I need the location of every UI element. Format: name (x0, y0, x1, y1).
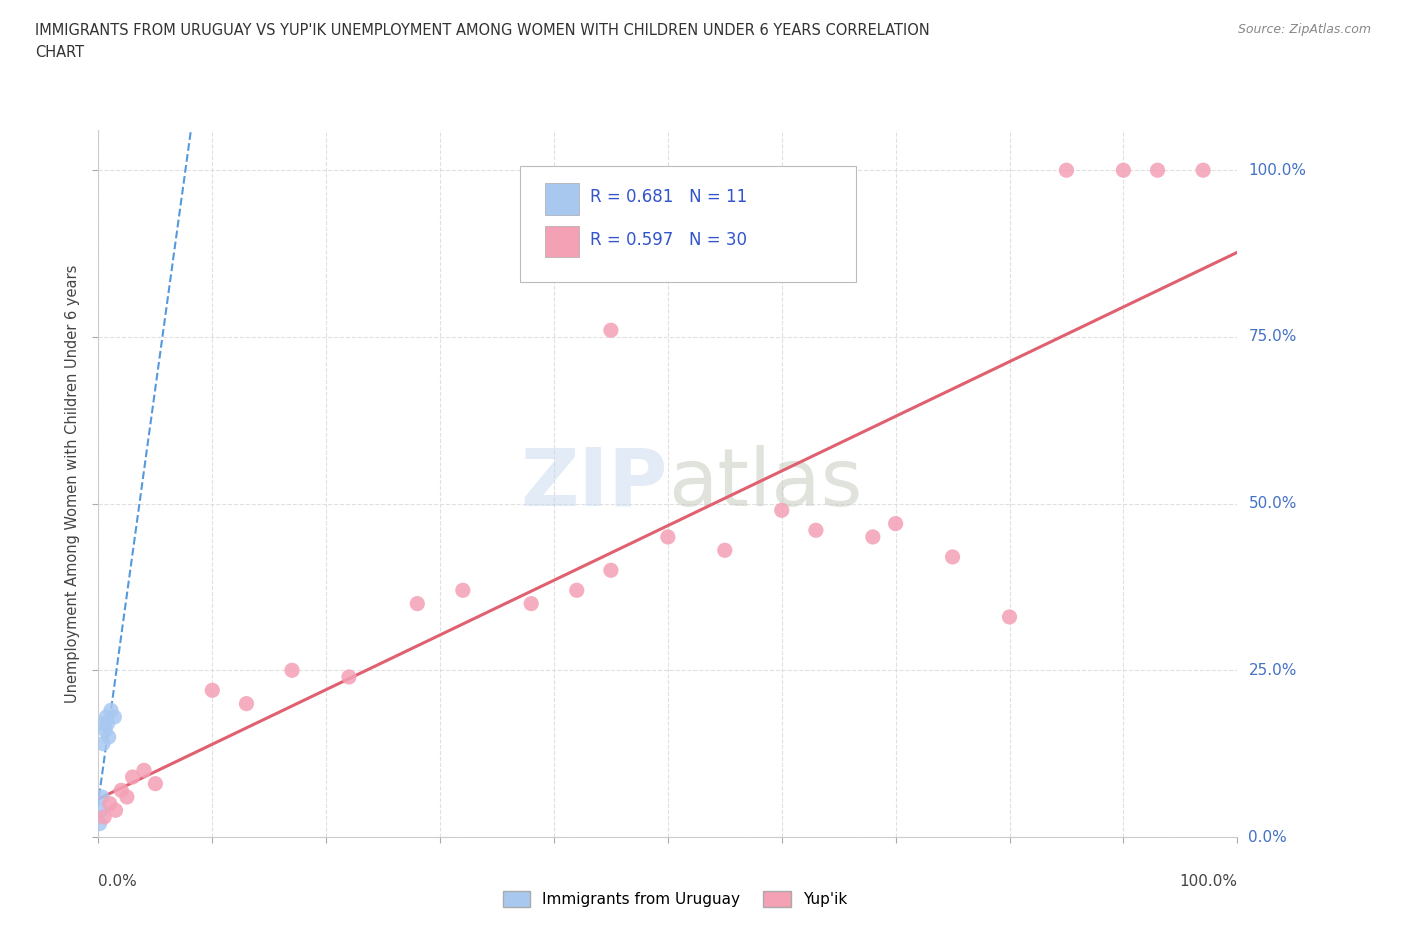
Point (714, 543, 737, 558)
Point (100, 703, 122, 718)
Point (93, 716, 115, 731)
Point (90, 790, 112, 804)
Point (145, 777, 167, 791)
Point (770, 503, 793, 518)
Text: ZIP: ZIP (520, 445, 668, 523)
Text: 100.0%: 100.0% (1180, 873, 1237, 889)
Point (1054, 163, 1078, 178)
Point (121, 769, 143, 784)
Point (94, 723, 117, 737)
Point (451, 583, 474, 598)
Point (884, 516, 907, 531)
Text: CHART: CHART (35, 45, 84, 60)
Point (103, 710, 125, 724)
Text: 0.0%: 0.0% (98, 873, 138, 889)
Point (520, 596, 543, 611)
Legend: Immigrants from Uruguay, Yup'ik: Immigrants from Uruguay, Yup'ik (496, 884, 853, 913)
Point (96, 716, 118, 731)
Point (942, 550, 965, 565)
Point (98, 796, 121, 811)
Point (89, 817, 111, 831)
Point (91, 737, 114, 751)
Point (565, 583, 588, 598)
Text: 100.0%: 100.0% (1249, 163, 1306, 178)
Point (115, 790, 138, 804)
Bar (546, 226, 579, 258)
Point (998, 609, 1021, 624)
Text: atlas: atlas (668, 445, 862, 523)
Point (600, 323, 623, 338)
Point (90, 803, 112, 817)
Text: 0.0%: 0.0% (1249, 830, 1286, 844)
Point (862, 529, 884, 544)
Text: R = 0.597   N = 30: R = 0.597 N = 30 (591, 231, 748, 248)
Point (104, 803, 127, 817)
Point (657, 529, 679, 544)
Point (337, 670, 360, 684)
Point (804, 523, 827, 538)
Bar (546, 183, 579, 215)
FancyBboxPatch shape (520, 166, 856, 282)
Text: IMMIGRANTS FROM URUGUAY VS YUP'IK UNEMPLOYMENT AMONG WOMEN WITH CHILDREN UNDER 6: IMMIGRANTS FROM URUGUAY VS YUP'IK UNEMPL… (35, 23, 929, 38)
Text: 75.0%: 75.0% (1249, 329, 1296, 344)
Point (93, 809, 115, 824)
Point (96, 710, 118, 724)
Text: 50.0%: 50.0% (1249, 496, 1296, 512)
Point (406, 596, 429, 611)
Point (1192, 163, 1215, 178)
Point (110, 783, 132, 798)
Text: 25.0%: 25.0% (1249, 663, 1296, 678)
Point (281, 663, 304, 678)
Point (600, 563, 623, 578)
Y-axis label: Unemployment Among Women with Children Under 6 years: Unemployment Among Women with Children U… (65, 264, 80, 703)
Text: R = 0.681   N = 11: R = 0.681 N = 11 (591, 189, 748, 206)
Point (201, 683, 224, 698)
Point (132, 763, 155, 777)
Point (97, 729, 120, 744)
Point (235, 697, 257, 711)
Point (1112, 163, 1135, 178)
Text: Source: ZipAtlas.com: Source: ZipAtlas.com (1237, 23, 1371, 36)
Point (1146, 163, 1168, 178)
